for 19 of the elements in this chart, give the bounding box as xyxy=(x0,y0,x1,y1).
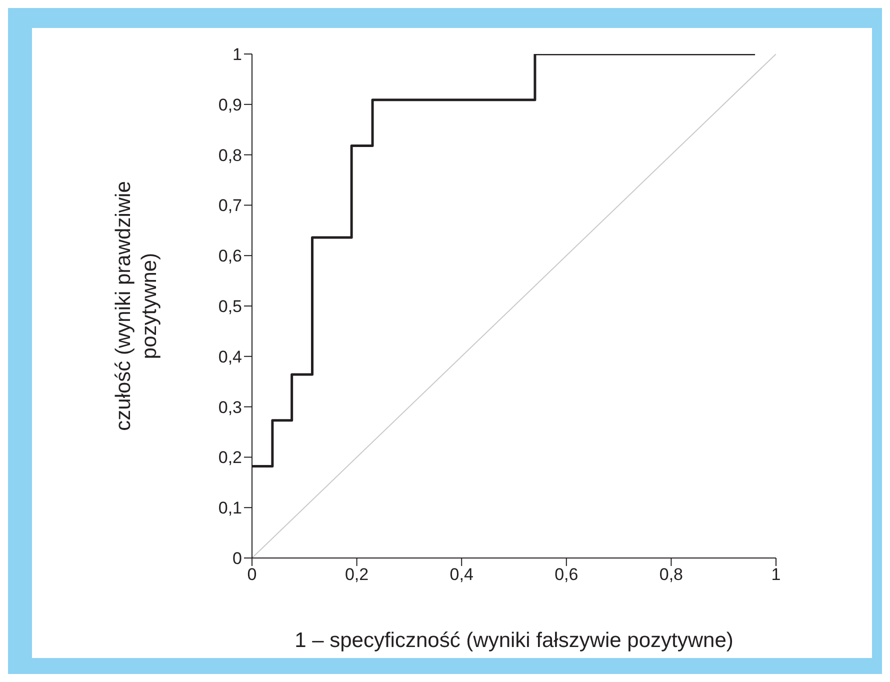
x-axis-title: 1 – specyficzność (wyniki fałszywie pozytywne) xyxy=(294,628,734,652)
y-tick-label: 0,3 xyxy=(218,398,242,417)
x-tick-label: 0,4 xyxy=(450,565,474,584)
x-tick-label: 0,2 xyxy=(344,565,369,584)
x-tick-label: 1 xyxy=(771,565,781,584)
x-tick-label: 0 xyxy=(247,565,257,584)
y-tick-label: 0,5 xyxy=(218,297,242,316)
y-tick-label: 1 xyxy=(232,45,242,64)
x-tick-label: 0,6 xyxy=(554,565,578,584)
y-tick-label: 0,8 xyxy=(218,146,242,165)
y-tick-label: 0,4 xyxy=(218,347,242,366)
y-tick-label: 0,9 xyxy=(218,95,242,114)
y-tick-label: 0,2 xyxy=(218,448,242,468)
y-tick-label: 0 xyxy=(232,549,242,568)
y-tick-label: 0,6 xyxy=(218,246,242,266)
x-tick-label: 0,8 xyxy=(659,565,684,584)
y-axis-title: czułość (wyniki prawdziwie pozytywne) xyxy=(112,181,161,431)
y-tick-label: 0,1 xyxy=(218,498,242,518)
y-tick-label: 0,7 xyxy=(218,196,242,216)
